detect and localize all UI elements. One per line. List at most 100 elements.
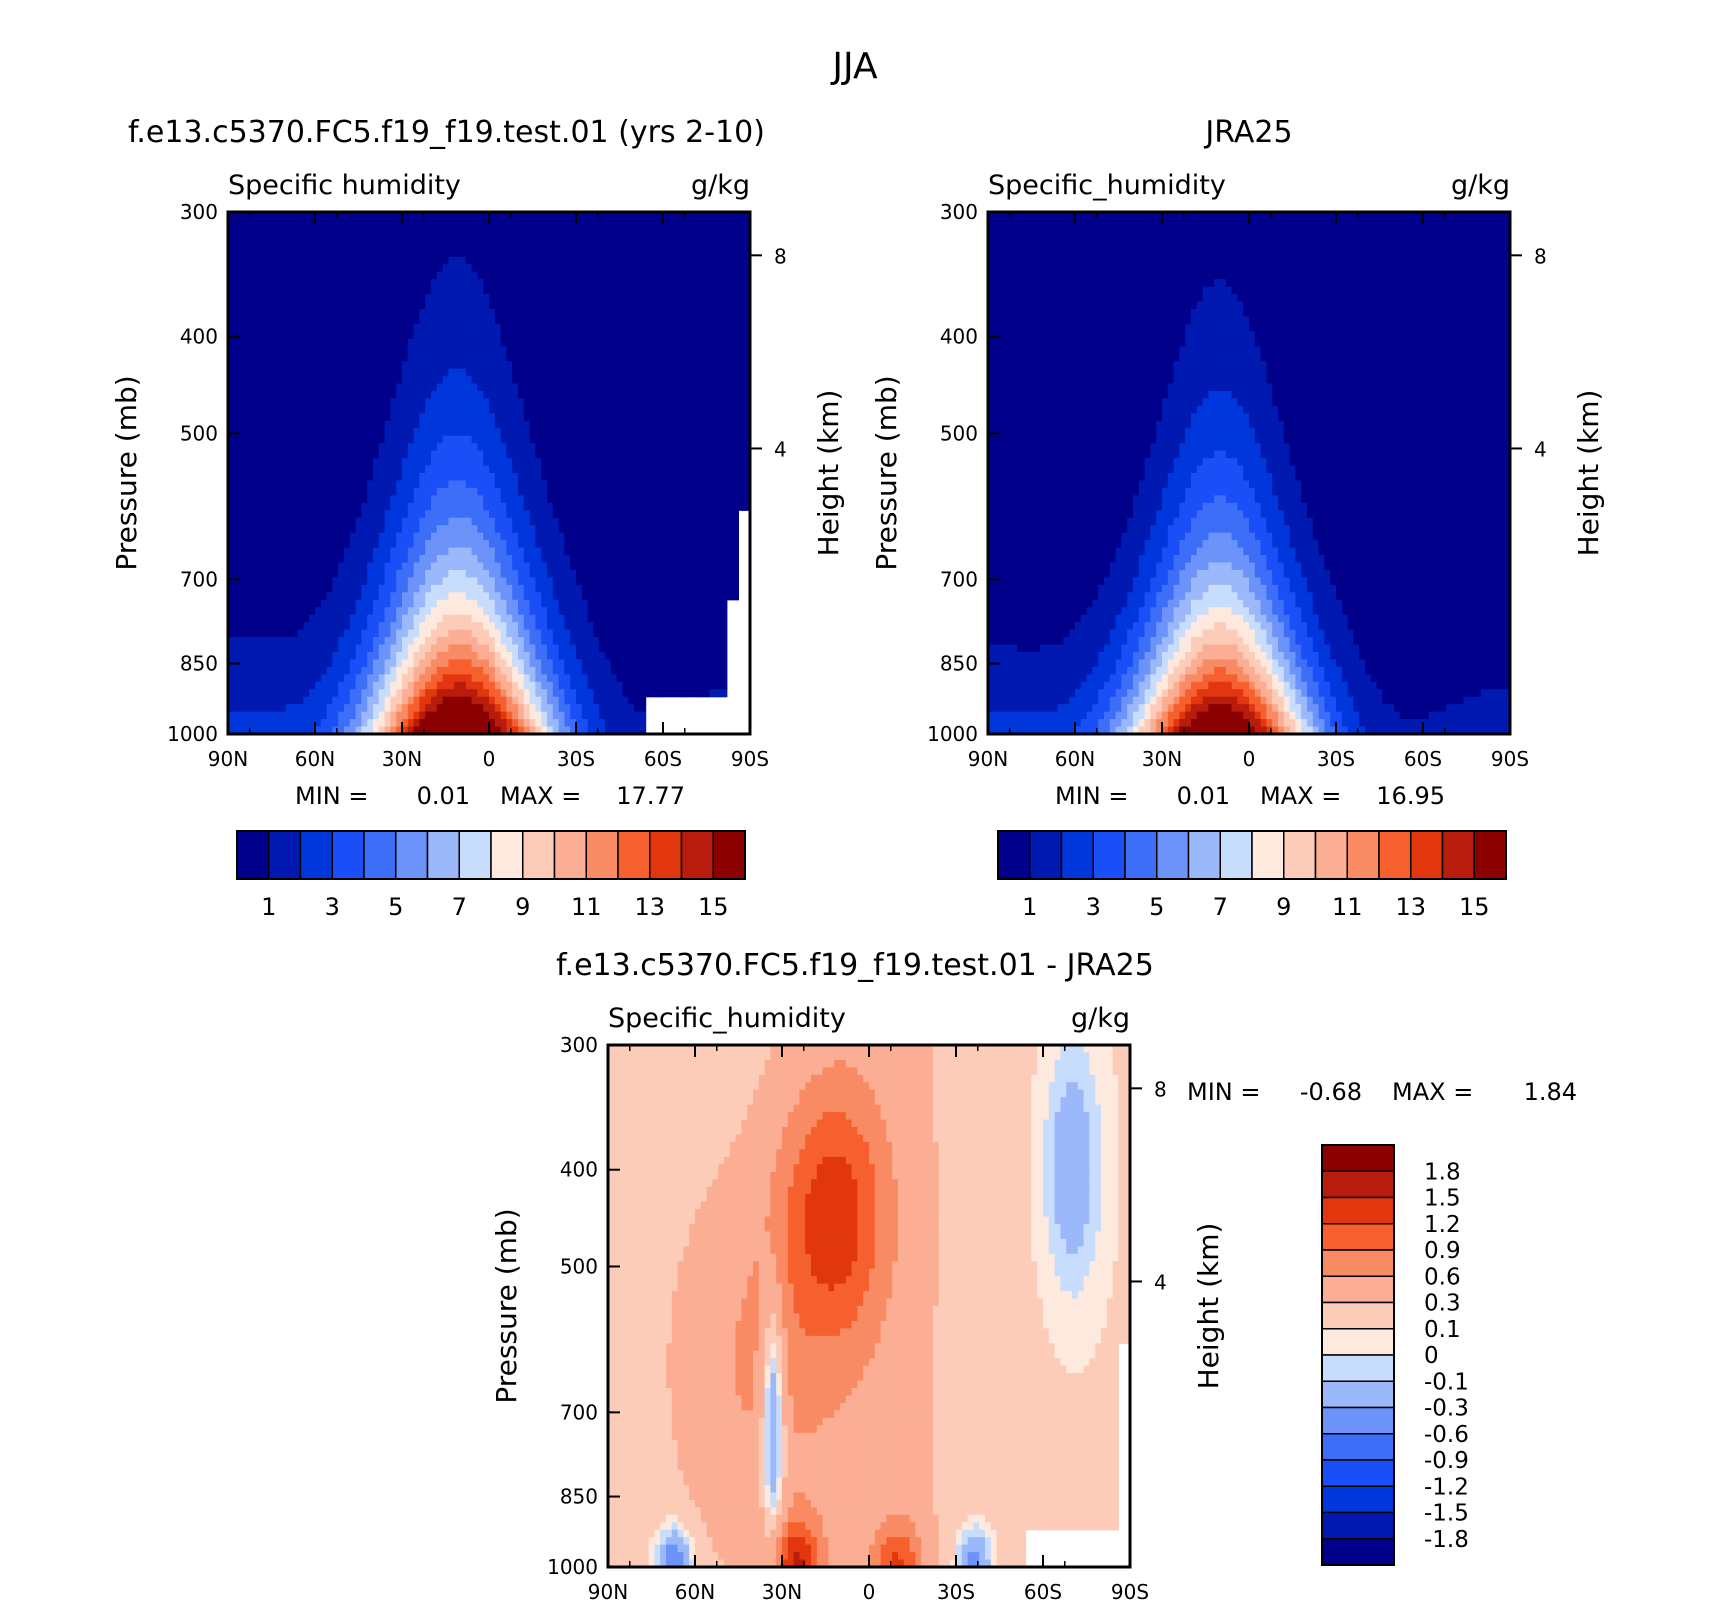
model-cell [413,480,420,489]
model-cell [280,517,287,526]
model-cell [367,361,374,370]
model-cell [349,420,357,429]
model-cell [570,458,577,467]
model-cell [605,323,612,332]
model-cell [384,234,391,243]
model-cell [378,234,386,243]
model-cell [309,704,316,713]
model-cell [332,599,339,608]
model-cell [576,383,583,392]
model-cell [239,651,246,661]
model-cell [390,308,397,317]
model-cell [320,212,328,221]
model-cell [286,323,293,332]
model-cell [547,599,554,608]
model-cell [599,644,606,653]
model-cell [518,450,525,459]
model-cell [402,607,409,616]
model-cell [384,376,391,385]
model-cell [535,592,542,601]
model-cell [552,458,560,467]
model-cell [349,495,357,504]
model-cell [315,368,322,377]
model-cell [477,294,484,303]
model-cell [552,502,560,511]
model-cell [552,614,560,623]
model-cell [593,398,600,407]
model-cell [320,607,328,616]
model-cell [338,286,345,295]
model-cell [512,398,519,407]
model-cell [286,674,293,683]
model-cell [286,569,293,578]
model-cell [593,353,600,362]
model-cell [558,368,565,377]
figure-title: JJA [830,46,878,87]
model-cell [245,502,252,511]
model-cell [564,420,571,429]
model-cell [274,525,281,534]
model-cell [367,458,374,467]
model-cell [581,398,589,407]
model-cell [448,353,455,362]
model-cell [454,532,461,541]
model-cell [367,383,374,392]
model-cell [558,607,565,616]
model-cell [523,241,531,250]
model-cell [622,614,629,623]
model-cell [518,555,525,564]
model-cell [547,584,554,593]
model-cell [448,495,455,504]
model-cell [477,316,484,325]
model-cell [616,323,623,332]
model-cell [535,234,542,243]
model-cell [390,495,397,504]
model-cell [390,241,397,250]
model-cell [384,532,391,541]
model-cell [355,331,362,340]
model-cell [402,629,409,638]
model-cell [291,614,299,623]
model-cell [581,219,589,228]
model-cell [419,420,426,429]
model-cell [425,696,432,705]
model-cell [239,540,246,549]
model-cell [552,264,560,273]
model-cell [605,465,612,474]
model-cell [494,517,502,526]
model-cell [576,674,583,683]
model-cell [402,517,409,526]
model-cell [552,510,560,519]
model-cell [315,704,322,713]
model-cell [326,614,333,623]
model-cell [506,405,513,414]
model-cell [303,346,310,355]
model-cell [471,286,478,295]
model-cell [286,637,293,646]
model-cell [442,517,449,526]
model-cell [622,480,629,489]
model-cell [257,383,264,392]
model-cell [367,480,374,489]
model-cell [512,413,519,422]
model-cell [413,592,420,601]
model-cell [477,219,484,228]
model-cell [309,219,316,228]
model-cell [320,443,328,452]
model-cell [378,480,386,489]
model-cell [576,719,583,728]
model-cell [425,525,432,534]
model-cell [448,637,455,646]
model-cell [262,659,270,668]
model-cell [477,443,484,452]
model-cell [616,264,623,273]
model-cell [233,651,241,661]
model-cell [454,547,461,556]
model-cell [535,241,542,250]
model-cell [552,696,560,705]
model-cell [355,458,362,467]
model-cell [610,532,618,541]
model-cell [599,681,606,690]
model-cell [564,212,571,221]
model-cell [425,547,432,556]
